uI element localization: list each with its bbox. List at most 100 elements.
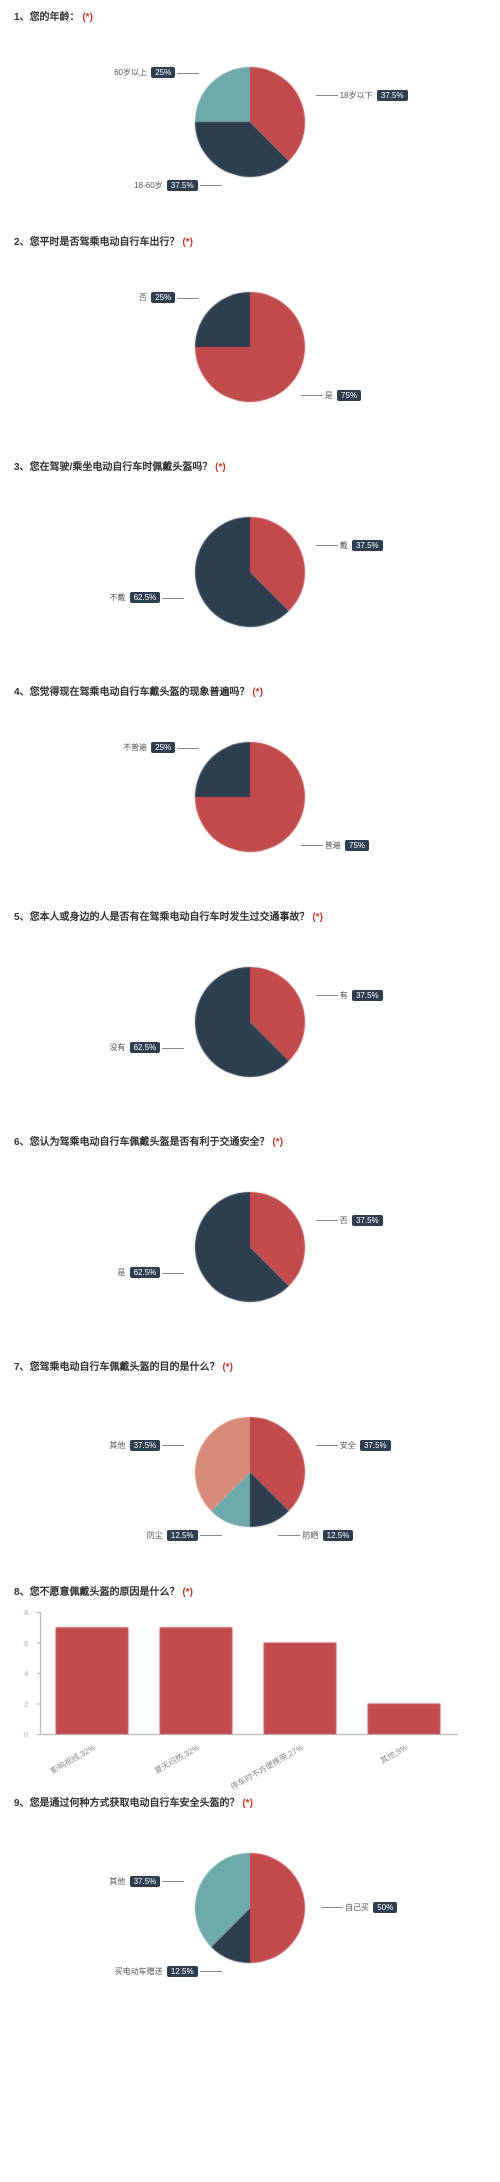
callout-label: 没有 bbox=[109, 1043, 125, 1052]
pie-callout: 否 25% bbox=[139, 292, 201, 303]
question-block: 5、您本人或身边的人是否有在驾乘电动自行车时发生过交通事故？ (*) 有 37.5… bbox=[0, 900, 500, 1125]
question-title: 2、您平时是否驾乘电动自行车出行？ (*) bbox=[14, 233, 486, 248]
question-text: 您驾乘电动自行车佩戴头盔的目的是什么？ bbox=[30, 1362, 220, 1373]
required-mark: (*) bbox=[252, 687, 263, 698]
callout-pct: 12.5% bbox=[167, 1966, 198, 1977]
question-block: 9、您是通过何种方式获取电动自行车安全头盔的？ (*)自己买 50%买电动车赠送… bbox=[0, 1786, 500, 2011]
question-num: 2、 bbox=[14, 237, 30, 248]
question-text: 您本人或身边的人是否有在驾乘电动自行车时发生过交通事故？ bbox=[30, 912, 310, 923]
callout-pct: 12.5% bbox=[323, 1530, 354, 1541]
question-num: 3、 bbox=[14, 462, 30, 473]
pie-chart: 安全 37.5% 防晒 12.5% 防尘 12.5% 其他 37.5% bbox=[14, 1377, 486, 1567]
pie-callout: 18-60岁 37.5% bbox=[134, 180, 223, 191]
pie-callout: 没有 62.5% bbox=[109, 1042, 186, 1053]
required-mark: (*) bbox=[312, 912, 323, 923]
question-title: 9、您是通过何种方式获取电动自行车安全头盔的？ (*) bbox=[14, 1794, 486, 1809]
callout-pct: 37.5% bbox=[352, 540, 383, 551]
pie-callout: 防尘 12.5% bbox=[147, 1530, 224, 1541]
question-block: 3、您在驾驶/乘坐电动自行车时佩戴头盔吗？ (*) 戴 37.5% 不戴 62.5% bbox=[0, 450, 500, 675]
callout-label: 普遍 bbox=[325, 841, 341, 850]
pie-callout: 18岁以下 37.5% bbox=[314, 90, 408, 101]
callout-label: 否 bbox=[340, 1216, 348, 1225]
question-block: 8、您不愿意佩戴头盔的原因是什么？ (*)影响视线,32%夏天闷热,32%停车时… bbox=[0, 1575, 500, 1786]
pie-callout: 否 37.5% bbox=[314, 1215, 383, 1226]
pie-callout: 不戴 62.5% bbox=[109, 592, 186, 603]
callout-pct: 37.5% bbox=[130, 1876, 161, 1887]
question-text: 您是通过何种方式获取电动自行车安全头盔的？ bbox=[30, 1798, 240, 1809]
pie-canvas bbox=[193, 290, 307, 404]
callout-label: 其他 bbox=[109, 1877, 125, 1886]
bar-canvas bbox=[20, 1608, 460, 1738]
pie-canvas bbox=[193, 1851, 307, 1965]
required-mark: (*) bbox=[182, 1587, 193, 1598]
question-num: 6、 bbox=[14, 1137, 30, 1148]
callout-pct: 37.5% bbox=[352, 1215, 383, 1226]
question-text: 您不愿意佩戴头盔的原因是什么？ bbox=[30, 1587, 180, 1598]
callout-label: 是 bbox=[325, 391, 333, 400]
question-num: 8、 bbox=[14, 1587, 30, 1598]
callout-label: 否 bbox=[139, 293, 147, 302]
callout-label: 不普遍 bbox=[123, 743, 147, 752]
bar-x-label: 其他,9% bbox=[378, 1742, 409, 1766]
callout-pct: 62.5% bbox=[130, 592, 161, 603]
callout-label: 不戴 bbox=[109, 593, 125, 602]
pie-canvas bbox=[193, 740, 307, 854]
question-text: 您觉得现在驾乘电动自行车戴头盔的现象普遍吗？ bbox=[30, 687, 250, 698]
pie-canvas bbox=[193, 965, 307, 1079]
pie-chart: 有 37.5% 没有 62.5% bbox=[14, 927, 486, 1117]
pie-callout: 普遍 75% bbox=[299, 840, 369, 851]
required-mark: (*) bbox=[182, 237, 193, 248]
pie-callout: 其他 37.5% bbox=[109, 1876, 186, 1887]
callout-label: 安全 bbox=[340, 1441, 356, 1450]
callout-pct: 37.5% bbox=[130, 1440, 161, 1451]
callout-pct: 37.5% bbox=[352, 990, 383, 1001]
required-mark: (*) bbox=[242, 1798, 253, 1809]
pie-canvas bbox=[193, 1190, 307, 1304]
callout-pct: 37.5% bbox=[377, 90, 408, 101]
pie-callout: 其他 37.5% bbox=[109, 1440, 186, 1451]
question-num: 5、 bbox=[14, 912, 30, 923]
question-num: 1、 bbox=[14, 12, 30, 23]
pie-callout: 防晒 12.5% bbox=[276, 1530, 353, 1541]
pie-callout: 戴 37.5% bbox=[314, 540, 383, 551]
question-title: 6、您认为驾乘电动自行车佩戴头盔是否有利于交通安全？ (*) bbox=[14, 1133, 486, 1148]
callout-label: 买电动车赠送 bbox=[115, 1967, 163, 1976]
callout-label: 戴 bbox=[340, 541, 348, 550]
callout-pct: 25% bbox=[151, 742, 175, 753]
required-mark: (*) bbox=[82, 12, 93, 23]
required-mark: (*) bbox=[215, 462, 226, 473]
question-num: 9、 bbox=[14, 1798, 30, 1809]
question-block: 1、您的年龄： (*)18岁以下 37.5%18-60岁 37.5%60岁以上 … bbox=[0, 0, 500, 225]
question-block: 4、您觉得现在驾乘电动自行车戴头盔的现象普遍吗？ (*) 普遍 75% 不普遍 25… bbox=[0, 675, 500, 900]
pie-callout: 有 37.5% bbox=[314, 990, 383, 1001]
pie-chart: 18岁以下 37.5%18-60岁 37.5%60岁以上 25% bbox=[14, 27, 486, 217]
callout-label: 其他 bbox=[109, 1441, 125, 1450]
bar-x-label: 夏天闷热,32% bbox=[152, 1742, 201, 1777]
callout-pct: 75% bbox=[337, 390, 361, 401]
callout-label: 有 bbox=[340, 991, 348, 1000]
question-title: 4、您觉得现在驾乘电动自行车戴头盔的现象普遍吗？ (*) bbox=[14, 683, 486, 698]
callout-pct: 12.5% bbox=[167, 1530, 198, 1541]
pie-chart: 自己买 50%买电动车赠送 12.5%其他 37.5% bbox=[14, 1813, 486, 2003]
question-text: 您在驾驶/乘坐电动自行车时佩戴头盔吗？ bbox=[30, 462, 213, 473]
callout-pct: 37.5% bbox=[167, 180, 198, 191]
pie-canvas bbox=[193, 515, 307, 629]
required-mark: (*) bbox=[272, 1137, 283, 1148]
question-title: 1、您的年龄： (*) bbox=[14, 8, 486, 23]
pie-canvas bbox=[193, 65, 307, 179]
pie-callout: 是 62.5% bbox=[117, 1267, 186, 1278]
callout-label: 60岁以上 bbox=[114, 68, 147, 77]
pie-canvas bbox=[193, 1415, 307, 1529]
callout-pct: 75% bbox=[345, 840, 369, 851]
pie-chart: 戴 37.5% 不戴 62.5% bbox=[14, 477, 486, 667]
callout-label: 18岁以下 bbox=[340, 91, 373, 100]
pie-callout: 是 75% bbox=[299, 390, 361, 401]
callout-label: 自己买 bbox=[345, 1903, 369, 1912]
question-block: 2、您平时是否驾乘电动自行车出行？ (*) 是 75% 否 25% bbox=[0, 225, 500, 450]
callout-pct: 25% bbox=[151, 292, 175, 303]
pie-chart: 普遍 75% 不普遍 25% bbox=[14, 702, 486, 892]
question-num: 4、 bbox=[14, 687, 30, 698]
question-text: 您认为驾乘电动自行车佩戴头盔是否有利于交通安全？ bbox=[30, 1137, 270, 1148]
callout-pct: 25% bbox=[151, 67, 175, 78]
callout-label: 18-60岁 bbox=[134, 181, 162, 190]
